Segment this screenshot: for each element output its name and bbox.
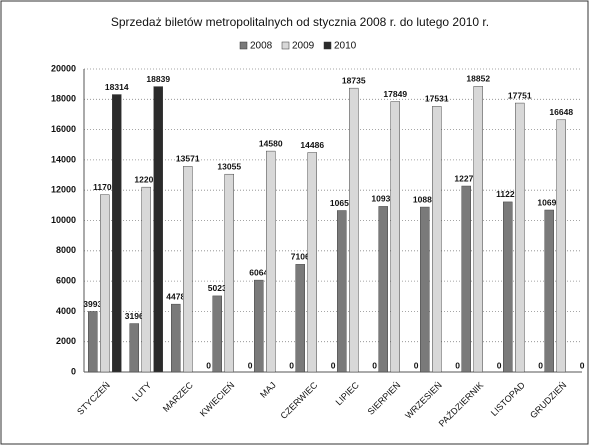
value-label: 14580 [259,138,283,148]
bar [254,279,264,373]
bar [461,185,471,373]
value-label: 0 [414,360,419,370]
y-tick-label: 12000 [51,185,76,195]
y-tick-label: 18000 [51,94,76,104]
value-label: 17751 [508,90,532,100]
value-label: 18852 [466,74,490,84]
bar [153,86,163,373]
value-label: 3196 [125,311,144,321]
value-label: 4478 [166,291,185,301]
value-label: 10886 [413,194,437,204]
bar [295,264,305,373]
value-label: 0 [206,360,211,370]
value-label: 12200 [134,174,158,184]
value-label: 11700 [93,182,116,192]
y-tick-label: 20000 [51,63,76,73]
legend-swatch [323,41,332,50]
bar [171,303,181,373]
value-label: 17849 [383,89,407,99]
bar [112,94,122,373]
bar [212,295,222,373]
value-label: 13055 [217,161,241,171]
value-label: 18314 [105,82,129,92]
y-tick-label: 2000 [56,336,76,346]
y-tick-label: 10000 [51,215,76,225]
bar [224,173,234,373]
bar [183,166,193,373]
legend-swatch [239,41,248,50]
bar [503,201,513,373]
value-label: 3993 [83,299,102,309]
bar [556,119,566,373]
value-label: 18839 [146,74,170,84]
y-tick-label: 6000 [56,275,76,285]
bar [544,209,554,373]
bar [420,206,430,373]
legend-swatch [281,41,290,50]
value-label: 13571 [176,154,200,164]
bar [307,152,317,373]
value-label: 0 [455,360,460,370]
value-label: 0 [372,360,377,370]
legend-label: 2010 [334,41,357,52]
y-tick-label: 16000 [51,124,76,134]
value-label: 0 [289,360,294,370]
value-label: 5023 [208,283,227,293]
value-label: 0 [331,360,336,370]
bar [266,150,276,373]
value-label: 7106 [291,252,310,262]
bar [349,87,359,373]
bar [378,206,388,373]
value-label: 0 [497,360,502,370]
value-label: 10930 [371,194,395,204]
value-label: 17531 [425,94,449,104]
y-tick-label: 8000 [56,245,76,255]
value-label: 0 [538,360,543,370]
bar [473,86,483,373]
chart-title: Sprzedaż biletów metropolitalnych od sty… [111,15,489,29]
bar [129,323,139,373]
value-label: 10658 [330,198,354,208]
value-label: 6064 [249,267,268,277]
bar [390,101,400,373]
y-tick-label: 4000 [56,306,76,316]
value-label: 16648 [549,107,573,117]
value-label: 10692 [537,197,561,207]
bar [141,186,151,373]
value-label: 18735 [342,75,366,85]
bar [515,102,525,373]
legend-label: 2008 [250,41,273,52]
bar [100,194,110,373]
legend-label: 2009 [292,41,315,52]
legend: 2008 2009 2010 [239,41,357,52]
bar [88,311,98,373]
bar [337,210,347,373]
y-tick-label: 14000 [51,154,76,164]
value-label: 14486 [300,140,324,150]
bar [432,106,442,373]
y-tick-label: 0 [71,366,76,376]
value-label: 12275 [454,173,478,183]
value-label: 0 [248,360,253,370]
value-label: 0 [580,360,585,370]
value-label: 11227 [496,189,519,199]
